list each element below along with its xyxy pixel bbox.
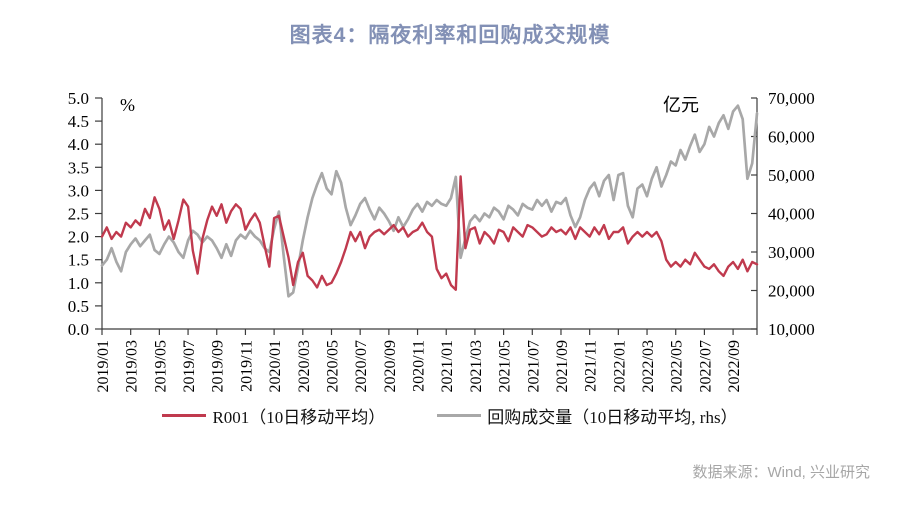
volume-legend-label: 回购成交量（10日移动平均, rhs）: [487, 408, 738, 427]
y-left-tick-label: 4.0: [68, 135, 89, 154]
y-right-tick-label: 60,000: [768, 128, 815, 147]
volume-line-swatch: [437, 414, 482, 417]
x-tick-label: 2022/07: [697, 340, 714, 392]
x-tick-label: 2021/07: [525, 340, 542, 392]
chart-title: 图表4：隔夜利率和回购成交规模: [289, 24, 611, 47]
r001-line-swatch: [162, 414, 207, 417]
x-tick-label: 2022/09: [726, 340, 743, 392]
y-left-tick-label: 4.5: [68, 112, 89, 131]
x-tick-label: 2020/01: [267, 340, 284, 392]
x-tick-label: 2021/11: [583, 340, 600, 392]
right-axis-unit-label: 亿元: [663, 95, 699, 115]
chart-legend: R001（10日移动平均） 回购成交量（10日移动平均, rhs）: [0, 403, 900, 428]
x-tick-label: 2020/03: [296, 340, 313, 392]
y-left-tick-label: 1.5: [68, 251, 89, 270]
y-left-tick-label: 0.0: [68, 320, 89, 339]
y-left-tick-label: 2.5: [68, 205, 89, 224]
x-tick-label: 2021/01: [439, 340, 456, 392]
y-left-tick-label: 3.0: [68, 181, 89, 200]
y-right-tick-label: 50,000: [768, 166, 815, 185]
y-left-tick-label: 0.5: [68, 297, 89, 316]
y-right-tick-label: 30,000: [768, 243, 815, 262]
y-left-tick-label: 5.0: [68, 89, 89, 108]
x-tick-label: 2019/05: [152, 340, 169, 392]
x-tick-label: 2019/09: [210, 340, 227, 392]
x-tick-label: 2022/03: [640, 340, 657, 392]
y-left-tick-label: 1.0: [68, 274, 89, 293]
volume-line: [100, 104, 759, 298]
x-tick-label: 2020/11: [411, 340, 428, 392]
legend-item-volume: 回购成交量（10日移动平均, rhs）: [437, 403, 738, 428]
x-tick-label: 2022/01: [611, 340, 628, 392]
x-tick-label: 2019/07: [181, 340, 198, 392]
x-tick-label: 2019/01: [95, 340, 112, 392]
y-right-tick-label: 10,000: [768, 320, 815, 339]
x-tick-label: 2020/07: [353, 340, 370, 392]
data-source-note: 数据来源：Wind, 兴业研究: [692, 464, 870, 481]
x-tick-label: 2021/05: [497, 340, 514, 392]
y-right-tick-label: 40,000: [768, 205, 815, 224]
r001-legend-label: R001（10日移动平均）: [212, 408, 386, 427]
y-left-tick-label: 2.0: [68, 228, 89, 247]
chart-axes: 5.0 4.5 4.0 3.5 3.0 2.5 2.0 1.5 1.0 0.5 0.0 70,000 6…: [68, 89, 815, 392]
left-axis-unit-label: %: [120, 95, 135, 115]
x-tick-label: 2021/03: [468, 340, 485, 392]
x-tick-label: 2019/11: [238, 340, 255, 392]
x-tick-label: 2021/09: [554, 340, 571, 392]
x-tick-label: 2020/09: [382, 340, 399, 392]
r001-line: [100, 175, 759, 291]
x-tick-label: 2019/03: [124, 340, 141, 392]
legend-item-r001: R001（10日移动平均）: [162, 403, 385, 428]
y-right-tick-label: 20,000: [768, 282, 815, 301]
y-right-tick-label: 70,000: [768, 89, 815, 108]
chart-series: [100, 104, 759, 298]
x-tick-label: 2022/05: [669, 340, 686, 392]
x-tick-label: 2020/05: [324, 340, 341, 392]
y-left-tick-label: 3.5: [68, 158, 89, 177]
line-chart: 5.0 4.5 4.0 3.5 3.0 2.5 2.0 1.5 1.0 0.5 0.0 70,000 6…: [68, 89, 815, 392]
